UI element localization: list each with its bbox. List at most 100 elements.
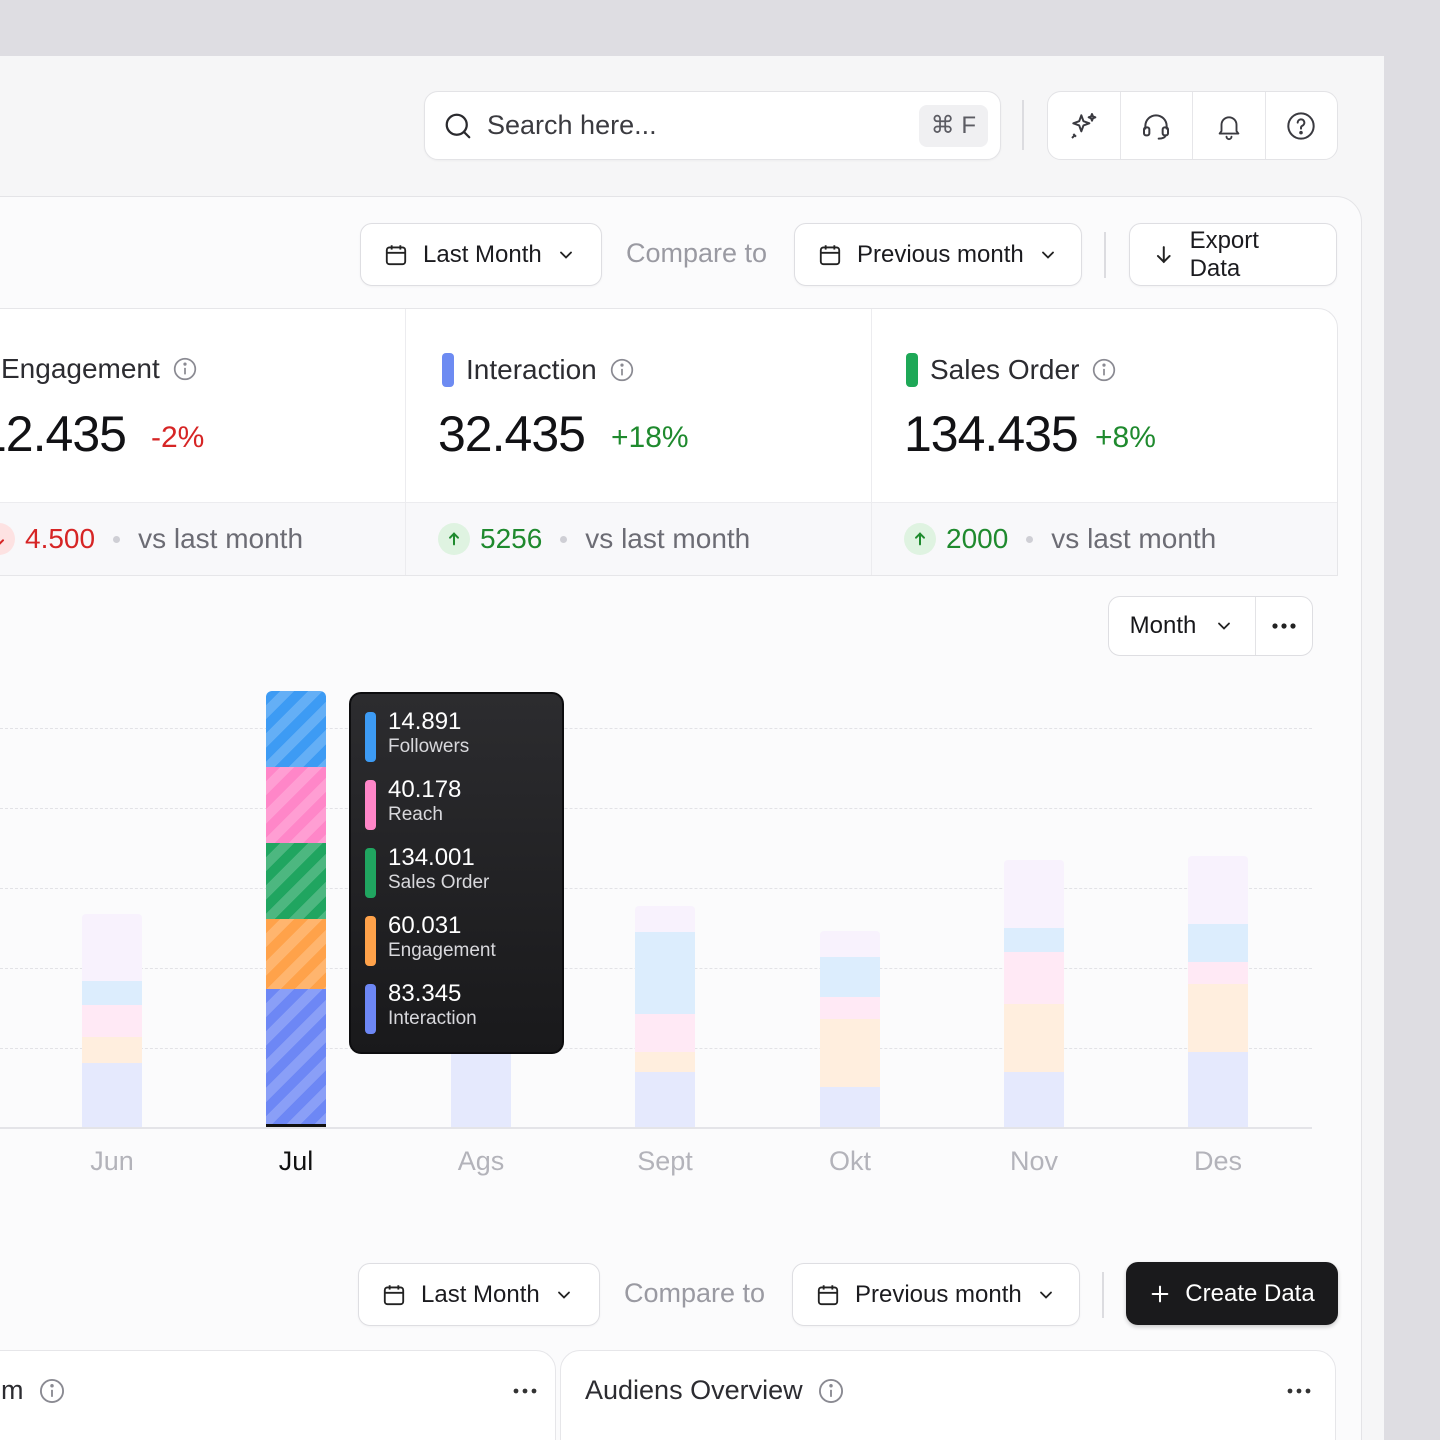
bar-segment-reach [1004, 952, 1064, 1004]
ai-assistant-button[interactable] [1048, 92, 1121, 159]
info-icon[interactable] [817, 1377, 845, 1405]
info-icon[interactable] [1091, 357, 1117, 383]
create-data-label: Create Data [1185, 1279, 1315, 1307]
bar-segment-reach [1188, 962, 1248, 984]
tooltip-label: Interaction [388, 1008, 477, 1029]
chevron-down-icon [1041, 251, 1054, 259]
stat-delta: -2% [151, 421, 205, 454]
bar-segment-reach [820, 997, 880, 1019]
chart-bar-ags[interactable] [451, 1047, 511, 1127]
bar-segment-engagement [266, 919, 326, 989]
tooltip-label: Reach [388, 804, 443, 825]
granularity-dropdown[interactable]: Month [1109, 597, 1256, 655]
bar-segment-interaction [451, 1047, 511, 1127]
bar-segment-engagement [820, 1019, 880, 1087]
bar-segment-interaction [82, 1063, 142, 1127]
trend-up-badge [904, 523, 936, 555]
stat-change-suffix: vs last month [585, 523, 751, 554]
chart-bar-jun[interactable] [82, 914, 142, 1127]
bar-segment-followers [82, 981, 142, 1005]
compare-period-dropdown[interactable]: Previous month [794, 223, 1082, 286]
stat-change-suffix: vs last month [138, 523, 304, 554]
chart-gridline [0, 808, 1312, 809]
tooltip-value: 60.031 [388, 912, 462, 939]
more-horizontal-icon[interactable] [513, 1387, 537, 1395]
period-label: Last Month [423, 240, 542, 268]
compare-period-label: Previous month [857, 240, 1024, 268]
bar-segment-engagement [1004, 1004, 1064, 1072]
left-bottom-card: m [0, 1350, 556, 1440]
info-icon[interactable] [38, 1377, 66, 1405]
compare-period-label: Previous month [855, 1280, 1022, 1308]
compare-to-label: Compare to [624, 1278, 766, 1308]
x-axis-label: Ags [457, 1146, 505, 1176]
stats-row: Engagement 12.435 -2% 4.500 vs last mont… [0, 308, 1338, 576]
x-axis-label: Jun [90, 1146, 134, 1176]
tooltip-value: 134.001 [388, 844, 475, 871]
bar-segment-other [820, 931, 880, 957]
stat-value: 12.435 [0, 406, 127, 462]
chart-tooltip: 14.891 Followers 40.178 Reach 134.001 Sales O… [349, 692, 564, 1054]
compare-to-label: Compare to [626, 238, 768, 268]
bar-segment-reach [82, 1005, 142, 1037]
chart-more-button[interactable] [1256, 597, 1312, 655]
bar-segment-sales-order [266, 843, 326, 919]
tooltip-swatch [365, 780, 376, 830]
stat-sales-order: Sales Order 134.435 +8% 2000 vs last mon… [872, 309, 1337, 575]
tooltip-row: 60.031 Engagement [365, 912, 548, 980]
bar-segment-followers [820, 957, 880, 997]
chart-bar-sept[interactable] [635, 906, 695, 1127]
export-data-label: Export Data [1189, 226, 1259, 282]
create-data-button[interactable]: Create Data [1126, 1262, 1338, 1325]
trend-up-badge [438, 523, 470, 555]
bar-segment-interaction [820, 1087, 880, 1127]
chart-bar-okt[interactable] [820, 931, 880, 1127]
stat-title: Sales Order [930, 354, 1080, 385]
search-icon [445, 113, 471, 138]
chevron-down-icon [557, 1291, 570, 1299]
period-label: Last Month [421, 1280, 540, 1308]
arrow-up-icon [915, 532, 925, 546]
chevron-down-icon [1039, 1291, 1052, 1299]
bar-segment-other [82, 914, 142, 981]
granularity-label: Month [1129, 612, 1197, 639]
notifications-button[interactable] [1193, 92, 1266, 159]
info-icon[interactable] [609, 357, 635, 383]
bar-segment-followers [1004, 928, 1064, 952]
stat-delta: +18% [611, 421, 689, 454]
plus-icon [1151, 1285, 1169, 1302]
calendar-icon [385, 244, 407, 265]
stat-change: 2000 [946, 523, 1009, 554]
chart-bar-jul[interactable] [266, 691, 326, 1127]
divider [1104, 232, 1106, 278]
export-data-button[interactable]: Export Data [1129, 223, 1337, 286]
period-dropdown[interactable]: Last Month [360, 223, 602, 286]
bar-segment-other [635, 906, 695, 932]
tooltip-label: Engagement [388, 940, 496, 961]
stat-change: 4.500 [25, 523, 96, 554]
info-icon[interactable] [172, 356, 198, 382]
bottom-compare-period-dropdown[interactable]: Previous month [792, 1263, 1080, 1326]
headset-icon [1143, 113, 1170, 140]
chart-bar-des[interactable] [1188, 856, 1248, 1127]
calendar-icon [819, 244, 841, 265]
chart-bar-nov[interactable] [1004, 860, 1064, 1127]
search-placeholder[interactable]: Search here... [487, 110, 657, 140]
stat-change: 5256 [480, 523, 543, 554]
stat-value: 32.435 [438, 406, 586, 462]
support-button[interactable] [1121, 92, 1193, 159]
more-horizontal-icon[interactable] [1287, 1387, 1311, 1395]
search-shortcut-badge: ⌘ F [918, 104, 988, 147]
legend-swatch [906, 353, 918, 387]
stat-title: Engagement [1, 353, 160, 384]
tooltip-swatch [365, 984, 376, 1034]
search-bar[interactable]: Search here... ⌘ F [424, 91, 1001, 160]
stat-title: Interaction [466, 354, 597, 385]
x-axis-label: Nov [1009, 1146, 1058, 1176]
help-button[interactable] [1266, 92, 1338, 159]
chart-gridline [0, 888, 1312, 889]
toolbar-icons [1047, 91, 1338, 160]
chart-controls: Month [1108, 596, 1313, 656]
x-axis-label: Jul [278, 1146, 314, 1176]
bottom-period-dropdown[interactable]: Last Month [358, 1263, 600, 1326]
